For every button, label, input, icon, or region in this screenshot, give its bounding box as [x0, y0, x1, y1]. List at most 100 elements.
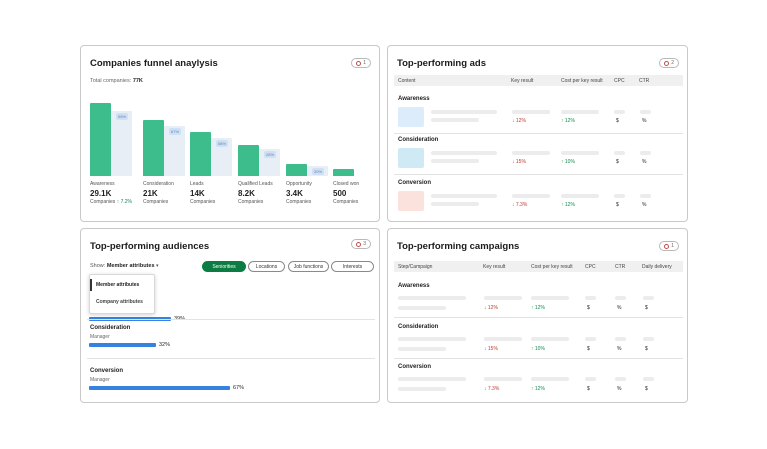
stage-sub: Companies ↑ 7.2%	[90, 199, 132, 205]
ctr-value: %	[617, 386, 622, 392]
chip-interests[interactable]: Interests	[331, 261, 374, 272]
stage-sub: Companies	[143, 199, 169, 205]
dropdown-item-company[interactable]: Company attributes	[96, 299, 143, 305]
campaign-group-label: Awareness	[398, 283, 430, 289]
stage-sub: Companies	[333, 199, 359, 205]
placeholder-line	[561, 151, 599, 155]
placeholder-line	[512, 151, 550, 155]
cpc-value: $	[587, 346, 590, 352]
daily-delivery-value: $	[645, 305, 648, 311]
key-result-value: ↓ 12%	[512, 118, 526, 124]
ads-insight-badge[interactable]: 2	[659, 58, 679, 68]
ads-card: Top-performing ads 2 Content Key result …	[387, 45, 688, 222]
row-divider	[87, 358, 375, 359]
funnel-bar[interactable]	[190, 132, 211, 176]
funnel-bar[interactable]	[333, 169, 354, 176]
daily-delivery-value: $	[645, 386, 648, 392]
placeholder-line	[431, 159, 479, 163]
stage-value: 3.4K	[286, 189, 303, 198]
chip-seniorities[interactable]: Seniorities	[202, 261, 246, 272]
funnel-conversion-bar	[111, 111, 132, 176]
col-cpc: CPC	[614, 77, 625, 84]
cost-value: ↑ 12%	[561, 202, 575, 208]
stage-value: 14K	[190, 189, 205, 198]
lightbulb-icon	[664, 243, 670, 249]
placeholder-line	[640, 194, 651, 198]
placeholder-line	[431, 118, 479, 122]
placeholder-line	[640, 110, 651, 114]
placeholder-line	[615, 296, 626, 300]
funnel-bar[interactable]	[90, 103, 111, 176]
placeholder-line	[561, 194, 599, 198]
campaigns-insight-badge[interactable]: 1	[659, 241, 679, 251]
funnel-stage: Awareness 29.1K Companies ↑ 7.2%	[90, 181, 132, 205]
cpc-value: $	[587, 305, 590, 311]
row-divider	[394, 174, 683, 175]
conversion-rate-label: 67%	[169, 128, 182, 135]
audiences-insight-badge[interactable]: 3	[351, 239, 371, 249]
daily-delivery-value: $	[645, 346, 648, 352]
cpc-value: $	[616, 118, 619, 124]
attributes-dropdown-menu: Member attributes Company attributes	[89, 274, 155, 314]
total-companies: Total companies: 77K	[90, 78, 143, 84]
chip-job-functions[interactable]: Job functions	[288, 261, 329, 272]
chip-locations[interactable]: Locations	[248, 261, 285, 272]
ad-thumbnail[interactable]	[398, 148, 424, 168]
placeholder-line	[585, 296, 596, 300]
badge-count: 2	[671, 60, 674, 66]
row-divider	[394, 133, 683, 134]
row-divider	[394, 317, 683, 318]
col-daily: Daily delivery	[642, 263, 672, 270]
funnel-stage: Consideration 21K Companies	[143, 181, 174, 205]
audience-bar[interactable]	[89, 343, 156, 347]
dropdown-item-member[interactable]: Member attributes	[96, 282, 140, 288]
lightbulb-icon	[664, 60, 670, 66]
show-dropdown[interactable]: Show: Member attributes ▾	[90, 263, 159, 269]
placeholder-line	[643, 296, 654, 300]
audiences-title: Top-performing audiences	[90, 241, 210, 252]
col-cost: Cost per key result	[561, 77, 603, 84]
placeholder-line	[512, 110, 550, 114]
funnel-insight-badge[interactable]: 1	[351, 58, 371, 68]
ad-thumbnail[interactable]	[398, 107, 424, 127]
funnel-stage: Qualified Leads 8.2K Companies	[238, 181, 273, 205]
ads-table-header: Content Key result Cost per key result C…	[394, 75, 683, 86]
cost-value: ↑ 12%	[531, 305, 545, 311]
stage-name: Opportunity	[286, 181, 312, 187]
stage-sub: Companies	[286, 199, 312, 205]
placeholder-line	[614, 194, 625, 198]
conversion-rate-label: 20%	[312, 168, 325, 175]
placeholder-line	[398, 377, 466, 381]
col-ctr: CTR	[615, 263, 626, 270]
ctr-value: %	[617, 305, 622, 311]
cost-value: ↑ 12%	[561, 118, 575, 124]
stage-value: 21K	[143, 189, 158, 198]
row-divider	[87, 319, 375, 320]
audience-bar[interactable]	[89, 386, 230, 390]
stage-name: Awareness	[90, 181, 115, 187]
funnel-bar[interactable]	[286, 164, 307, 176]
conversion-rate-label: 28%	[264, 151, 277, 158]
placeholder-line	[643, 337, 654, 341]
ad-thumbnail[interactable]	[398, 191, 424, 211]
cost-value: ↑ 10%	[561, 159, 575, 165]
placeholder-line	[531, 337, 569, 341]
campaigns-card: Top-performing campaigns 1 Step/Campaign…	[387, 228, 688, 403]
placeholder-line	[640, 151, 651, 155]
placeholder-line	[512, 194, 550, 198]
stage-name: Leads	[190, 181, 204, 187]
stage-value: 500	[333, 189, 347, 198]
funnel-bar[interactable]	[238, 145, 259, 176]
col-ctr: CTR	[639, 77, 650, 84]
key-result-value: ↓ 7.3%	[512, 202, 528, 208]
badge-count: 3	[363, 241, 366, 247]
chevron-down-icon: ▾	[156, 263, 159, 269]
funnel-stage: Leads 14K Companies	[190, 181, 215, 205]
stage-sub: Companies	[238, 199, 264, 205]
ctr-value: %	[617, 346, 622, 352]
funnel-title: Companies funnel anaylysis	[90, 58, 218, 69]
funnel-bar[interactable]	[143, 120, 164, 176]
ads-group-label: Awareness	[398, 96, 430, 102]
cost-value: ↑ 10%	[531, 346, 545, 352]
cpc-value: $	[616, 159, 619, 165]
